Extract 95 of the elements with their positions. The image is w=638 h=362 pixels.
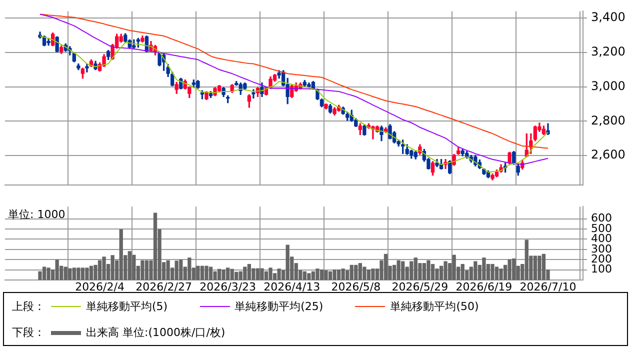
bar xyxy=(422,263,426,280)
y-axis-title: 単位: 1000 xyxy=(8,208,66,221)
x-tick-label: 2026/5/29 xyxy=(392,280,448,294)
bar xyxy=(102,256,106,280)
bar xyxy=(179,260,183,280)
bar xyxy=(174,260,178,280)
legend-label: 単純移動平均(50) xyxy=(390,299,479,314)
bar xyxy=(243,266,247,280)
x-tick-label: 2026/4/13 xyxy=(264,280,320,294)
bar xyxy=(490,264,494,280)
bar xyxy=(85,268,89,280)
bar xyxy=(350,264,354,280)
bar xyxy=(260,268,264,280)
legend-label: 単純移動平均(5) xyxy=(86,299,168,314)
bar xyxy=(89,266,94,280)
y-tick-label: 3,000 xyxy=(591,78,626,93)
bar xyxy=(444,261,448,280)
bar xyxy=(94,264,98,280)
bar xyxy=(354,264,358,280)
bar xyxy=(110,255,114,280)
x-tick-label: 2026/6/19 xyxy=(456,280,512,294)
bar xyxy=(42,266,46,280)
bar xyxy=(508,259,512,280)
bar xyxy=(452,254,456,280)
bar xyxy=(538,256,542,280)
bar xyxy=(188,258,192,280)
bar xyxy=(430,264,435,280)
bar xyxy=(217,268,222,280)
x-tick-label: 2026/5/8 xyxy=(331,280,381,294)
bar xyxy=(264,271,268,280)
bar xyxy=(474,261,478,280)
bar xyxy=(222,269,226,280)
bar xyxy=(311,271,316,280)
bar xyxy=(68,268,72,280)
bar xyxy=(55,260,59,280)
bar xyxy=(252,268,256,280)
x-tick-label: 2026/3/23 xyxy=(200,280,256,294)
bar xyxy=(392,264,396,280)
bar xyxy=(366,269,371,280)
bar xyxy=(144,260,149,280)
bar xyxy=(460,264,464,280)
bar xyxy=(119,229,123,280)
bar xyxy=(140,260,144,280)
bar xyxy=(166,260,170,280)
bar xyxy=(64,266,68,280)
bar xyxy=(320,269,324,280)
bar xyxy=(200,266,204,280)
bar xyxy=(268,268,272,280)
x-tick-label: 2026/2/4 xyxy=(75,280,124,294)
bar xyxy=(230,268,234,280)
bar xyxy=(324,270,328,280)
legend-label: 単純移動平均(25) xyxy=(234,299,324,314)
bar xyxy=(362,266,366,280)
bar xyxy=(336,269,341,280)
bar xyxy=(256,268,260,280)
bar xyxy=(128,251,132,280)
bar xyxy=(76,268,80,280)
bar xyxy=(396,260,400,280)
y-tick-label: 2,800 xyxy=(591,113,626,128)
bar xyxy=(247,264,252,280)
bar xyxy=(286,244,290,280)
y-tick-label: 100 xyxy=(591,262,612,276)
bar xyxy=(196,266,200,280)
x-tick-label: 2026/7/10 xyxy=(520,280,576,294)
legend-label: 出来高 単位:(1000株/口/枚) xyxy=(86,325,226,340)
bar xyxy=(208,266,213,280)
bar xyxy=(98,260,102,280)
bar xyxy=(426,260,430,280)
bar xyxy=(46,268,50,280)
bar xyxy=(204,266,208,280)
bar xyxy=(482,258,486,280)
bar xyxy=(401,261,405,280)
bar xyxy=(153,212,158,280)
y-tick-label: 3,200 xyxy=(591,44,626,59)
bar xyxy=(80,268,85,280)
bar xyxy=(307,273,311,280)
bar xyxy=(332,269,336,280)
bar xyxy=(328,271,332,280)
bar xyxy=(410,261,414,280)
bar xyxy=(316,268,320,280)
legend-title: 下段： xyxy=(12,325,45,340)
bar xyxy=(384,254,388,280)
bar xyxy=(499,268,503,280)
legend-title: 上段： xyxy=(12,299,45,314)
bar xyxy=(494,266,499,280)
x-tick-label: 2026/2/27 xyxy=(136,280,192,294)
bar xyxy=(132,254,136,280)
y-tick-label: 3,400 xyxy=(591,10,626,24)
bar xyxy=(533,256,538,280)
bar xyxy=(542,254,546,280)
y-tick-label: 2,600 xyxy=(591,148,626,162)
bar xyxy=(277,268,281,280)
bar xyxy=(371,268,375,280)
bar xyxy=(341,268,345,280)
bar xyxy=(234,272,238,280)
